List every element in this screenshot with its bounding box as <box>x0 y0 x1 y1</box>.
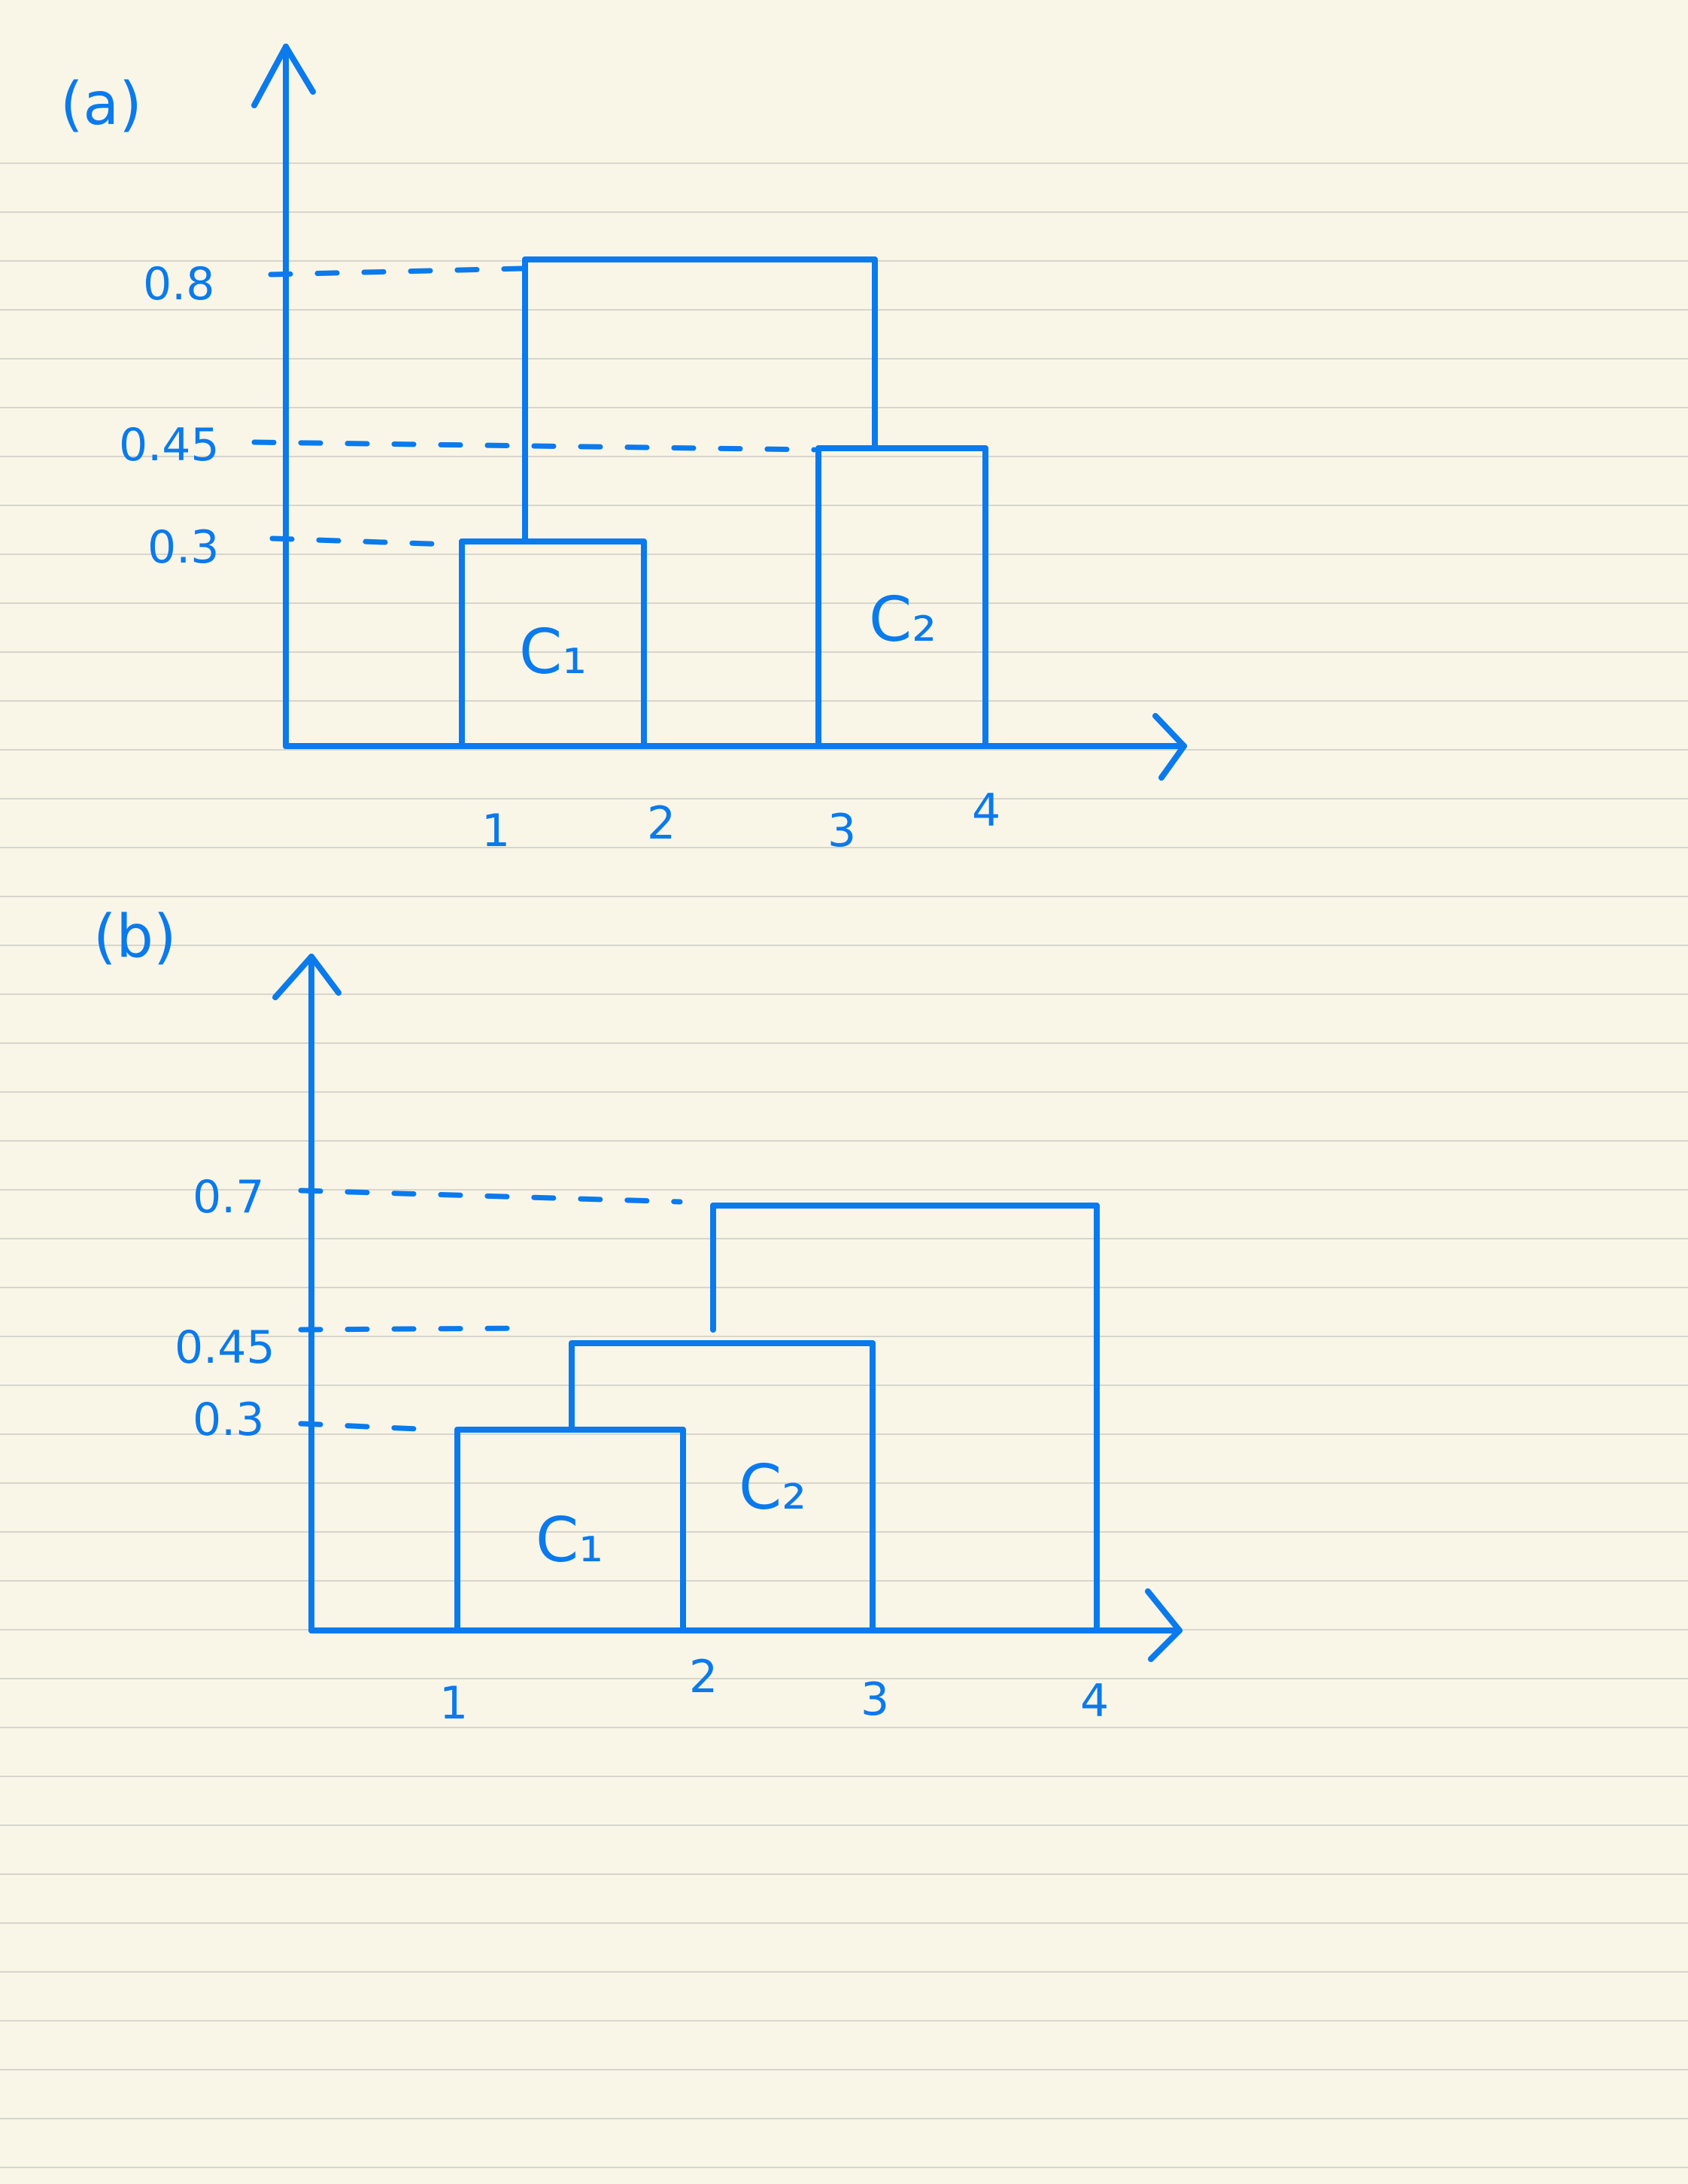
panel-b-cluster-c2-label: C₂ <box>739 1452 806 1524</box>
panel-b-y-tick-0.3: 0.3 <box>193 1394 264 1446</box>
panel-b-guide-0.45 <box>298 1325 533 1333</box>
panel-a-guide-0.45 <box>251 439 817 453</box>
panel-a-guide-0.8 <box>268 265 527 278</box>
panel-b-x-tick-4: 4 <box>1080 1675 1109 1727</box>
panel-a-x-tick-1: 1 <box>481 805 510 857</box>
panel-a-y-tick-0.3: 0.3 <box>147 521 219 574</box>
panel-a-cluster-c2-link <box>815 445 988 749</box>
panel-b-label: (b) <box>93 903 176 971</box>
panel-a-x-tick-2: 2 <box>647 797 676 850</box>
panel-b-x-tick-1: 1 <box>439 1677 468 1730</box>
panel-a: (a) 0.8 0.45 0.3 C₁ C₂ 1 2 3 4 <box>60 44 1187 857</box>
panel-b-y-tick-0.7: 0.7 <box>193 1171 264 1224</box>
panel-b-x-tick-2: 2 <box>689 1651 718 1703</box>
panel-b-guide-0.7 <box>298 1188 683 1205</box>
panel-a-cluster-c1-label: C₁ <box>519 617 587 688</box>
panel-b-merge-link <box>710 1203 1100 1633</box>
panel-a-cluster-c2-label: C₂ <box>869 584 937 656</box>
panel-b-cluster-c1-label: C₁ <box>536 1505 603 1576</box>
panel-a-x-tick-4: 4 <box>972 784 1000 837</box>
ruled-lines <box>0 162 1688 2168</box>
panel-a-x-tick-3: 3 <box>827 805 856 857</box>
panel-a-y-arrowhead <box>251 44 316 108</box>
panel-a-merge-link <box>522 256 878 544</box>
panel-a-cluster-c1-link <box>459 538 647 749</box>
panel-b: (b) 0.7 0.45 0.3 C₁ C₂ 1 2 3 4 <box>93 903 1183 1730</box>
panel-b-y-tick-0.45: 0.45 <box>175 1321 275 1374</box>
panel-b-cluster-c2-link <box>569 1340 876 1633</box>
panel-a-guide-0.3 <box>269 535 454 548</box>
panel-b-x-tick-3: 3 <box>861 1673 889 1726</box>
panel-a-label: (a) <box>60 71 142 138</box>
panel-a-x-arrowhead <box>1152 713 1187 781</box>
panel-a-y-tick-0.8: 0.8 <box>143 258 214 311</box>
panel-b-x-arrowhead <box>1145 1588 1183 1662</box>
panel-a-y-tick-0.45: 0.45 <box>119 419 220 472</box>
panel-b-y-arrowhead <box>272 954 342 1000</box>
panel-b-guide-0.3 <box>298 1421 438 1433</box>
